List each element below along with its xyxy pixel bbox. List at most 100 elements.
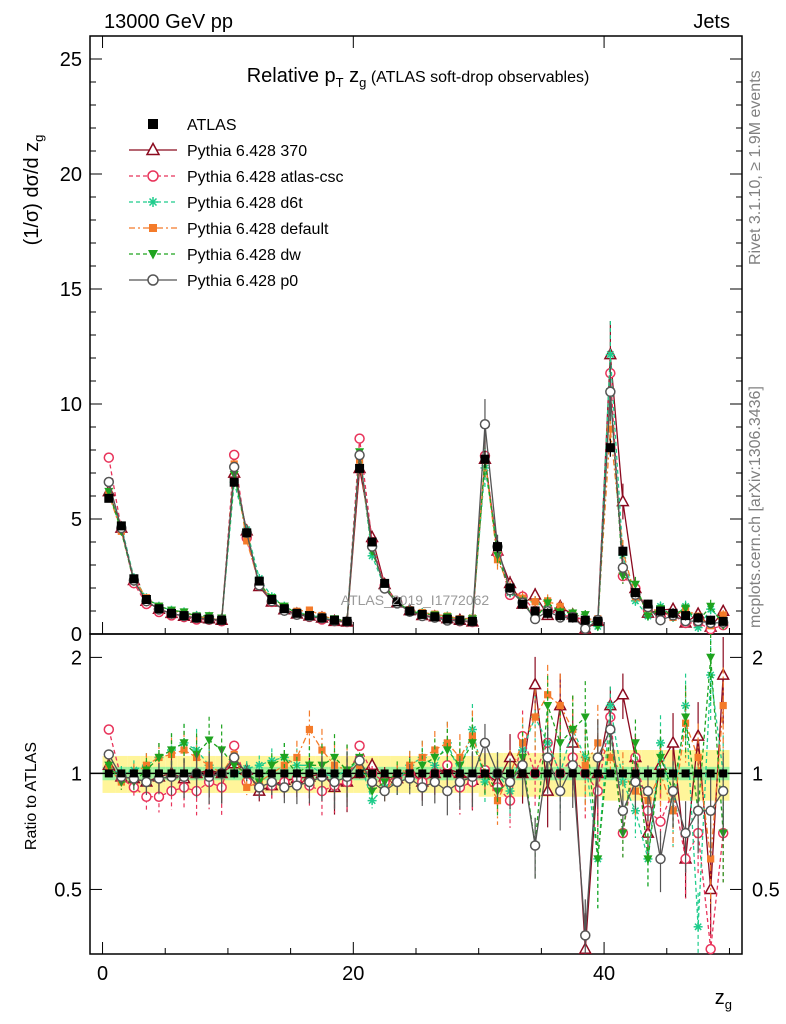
main-ylabel: (1/σ) dσ/d zg — [21, 135, 46, 246]
ratio-data-point — [180, 769, 189, 778]
ratio-point — [531, 713, 539, 721]
data-point — [668, 608, 678, 618]
ratio-point — [606, 753, 614, 762]
ratio-data-point — [506, 769, 515, 778]
ratio-point — [693, 922, 703, 932]
data-point — [568, 613, 578, 623]
data-point — [129, 574, 139, 584]
ratio-data-point — [393, 769, 402, 778]
ratio-data-point — [205, 769, 214, 778]
ratio-point — [605, 724, 616, 735]
series-pythia-6-428-atlas-csc — [103, 341, 729, 955]
ratio-point — [266, 776, 278, 788]
ratio-data-point — [518, 769, 527, 778]
ratio-point — [228, 752, 240, 763]
ratio-point — [593, 855, 603, 864]
ratio-point — [179, 739, 189, 748]
ratio-data-point — [430, 769, 439, 778]
legend-label: Pythia 6.428 dw — [187, 247, 301, 264]
data-point — [518, 599, 528, 609]
legend-item: ATLAS — [148, 117, 237, 134]
data-point — [455, 615, 465, 625]
ratio-point — [367, 796, 377, 806]
legend-marker — [147, 170, 159, 182]
main-point — [630, 580, 640, 590]
ratio-point — [354, 755, 365, 766]
main-point — [706, 602, 716, 612]
ratio-point — [630, 776, 641, 788]
main-title: Relative pT zg (ATLAS soft-drop observab… — [247, 65, 590, 90]
ratio-point — [504, 776, 516, 788]
data-point — [229, 477, 239, 487]
analysis-watermark: ATLAS_2019_I1772062 — [341, 592, 490, 608]
ratio-point — [667, 785, 679, 797]
data-point — [543, 608, 553, 618]
ratio-data-point — [242, 769, 251, 778]
ratio-point — [705, 943, 716, 955]
legend-marker — [148, 119, 158, 129]
y-tick-label: 5 — [71, 509, 82, 531]
y-tick-label: 15 — [60, 279, 82, 301]
ratio-point — [366, 776, 378, 788]
main-point — [719, 611, 727, 619]
y-tick-label: 20 — [60, 164, 82, 186]
ratio-data-point — [531, 769, 540, 778]
ratio-data-point — [380, 769, 389, 778]
ratio-point — [417, 761, 427, 771]
ratio-point — [529, 840, 541, 851]
ratio-point — [141, 776, 152, 788]
legend-item: Pythia 6.428 dw — [129, 247, 301, 264]
legend-item: Pythia 6.428 default — [129, 221, 329, 238]
ratio-point — [719, 701, 727, 710]
main-point — [228, 449, 240, 461]
ratio-point — [354, 740, 365, 751]
ratio-data-point — [129, 769, 138, 778]
ratio-point — [103, 749, 115, 760]
x-axis-label: zg — [715, 987, 732, 1012]
data-point — [279, 604, 289, 614]
data-point — [493, 542, 502, 552]
ratio-point — [555, 739, 565, 748]
main-point — [681, 604, 691, 614]
ratio-data-point — [330, 769, 339, 778]
legend-item: Pythia 6.428 atlas-csc — [129, 169, 344, 186]
ratio-data-point — [443, 769, 452, 778]
ratio-point — [666, 735, 680, 748]
ratio-point — [103, 724, 115, 735]
data-point — [342, 616, 352, 626]
ratio-tick-label: 0.5 — [54, 879, 82, 901]
ratio-point — [580, 930, 591, 941]
ratio-point — [204, 736, 214, 746]
x-tick-label: 20 — [342, 963, 364, 985]
main-point — [543, 599, 553, 608]
x-tick-label: 40 — [593, 963, 615, 985]
data-point — [580, 615, 590, 625]
ratio-point — [318, 746, 326, 754]
series-atlas — [104, 438, 728, 778]
ratio-point — [430, 753, 440, 763]
data-point — [192, 613, 202, 623]
data-point — [217, 615, 227, 625]
ratio-data-point — [631, 769, 640, 778]
ratio-data-point — [480, 769, 489, 778]
ratio-data-point — [317, 769, 326, 778]
legend-item: Pythia 6.428 d6t — [129, 195, 303, 212]
ratio-point — [543, 701, 553, 711]
data-point — [242, 528, 252, 538]
ratio-data-point — [255, 769, 264, 778]
ratio-data-point — [355, 769, 364, 778]
data-point — [104, 493, 114, 503]
ratio-point — [642, 785, 654, 797]
main-point — [618, 572, 628, 581]
ratio-point — [429, 776, 441, 788]
ratio-point — [254, 760, 264, 770]
legend-item: Pythia 6.428 p0 — [129, 273, 298, 290]
ratio-point — [167, 746, 176, 755]
ratio-data-point — [405, 769, 414, 778]
ratio-data-point — [656, 769, 665, 778]
ratio-point — [694, 753, 702, 762]
ratio-tick-label: 2 — [752, 647, 763, 669]
main-point — [228, 461, 240, 473]
main-point — [103, 452, 115, 463]
process-label: Jets — [693, 11, 730, 33]
